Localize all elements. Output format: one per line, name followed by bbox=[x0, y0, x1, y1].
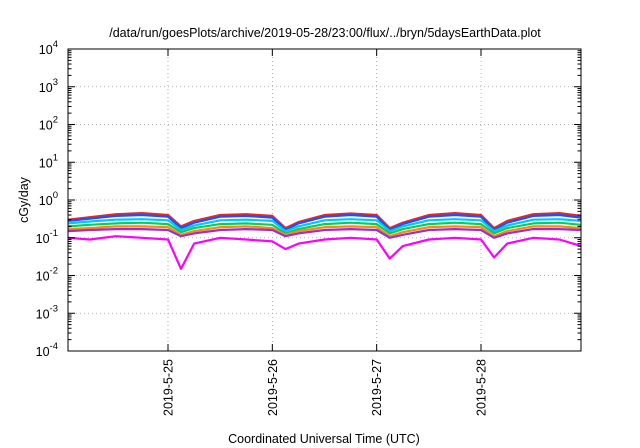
series-line-1 bbox=[67, 212, 582, 230]
y-tick-label: 10-2 bbox=[36, 266, 58, 284]
chart-title: /data/run/goesPlots/archive/2019-05-28/2… bbox=[109, 26, 541, 40]
y-tick-label: 100 bbox=[39, 190, 58, 208]
data-series bbox=[67, 212, 582, 270]
grid bbox=[68, 49, 581, 351]
series-line-7 bbox=[67, 235, 582, 270]
series-line-6 bbox=[67, 228, 582, 239]
y-tick-label: 103 bbox=[39, 77, 58, 95]
series-line-3 bbox=[67, 218, 582, 233]
y-tick-label: 10-4 bbox=[36, 341, 58, 359]
y-tick-label: 102 bbox=[39, 115, 58, 133]
y-tick-label: 10-1 bbox=[36, 228, 58, 246]
x-tick-label: 2019-5-27 bbox=[370, 359, 384, 416]
series-line-4 bbox=[67, 221, 582, 235]
y-tick-label: 104 bbox=[39, 39, 58, 57]
x-tick-label: 2019-5-25 bbox=[161, 359, 175, 416]
x-tick-label: 2019-5-26 bbox=[266, 359, 280, 416]
y-tick-label: 101 bbox=[39, 152, 58, 170]
x-tick-label: 2019-5-28 bbox=[475, 359, 489, 416]
y-tick-label: 10-3 bbox=[36, 303, 58, 321]
y-axis-tick-labels: 10-4 10-3 10-2 10-1 100 101 102 103 104 bbox=[36, 39, 58, 359]
x-axis-tick-labels: 2019-5-25 2019-5-26 2019-5-27 2019-5-28 bbox=[161, 359, 488, 416]
axis-ticks bbox=[68, 48, 581, 352]
y-axis-label: cGy/day bbox=[17, 176, 31, 223]
series-line-5 bbox=[67, 225, 582, 238]
x-axis-label: Coordinated Universal Time (UTC) bbox=[228, 432, 420, 446]
